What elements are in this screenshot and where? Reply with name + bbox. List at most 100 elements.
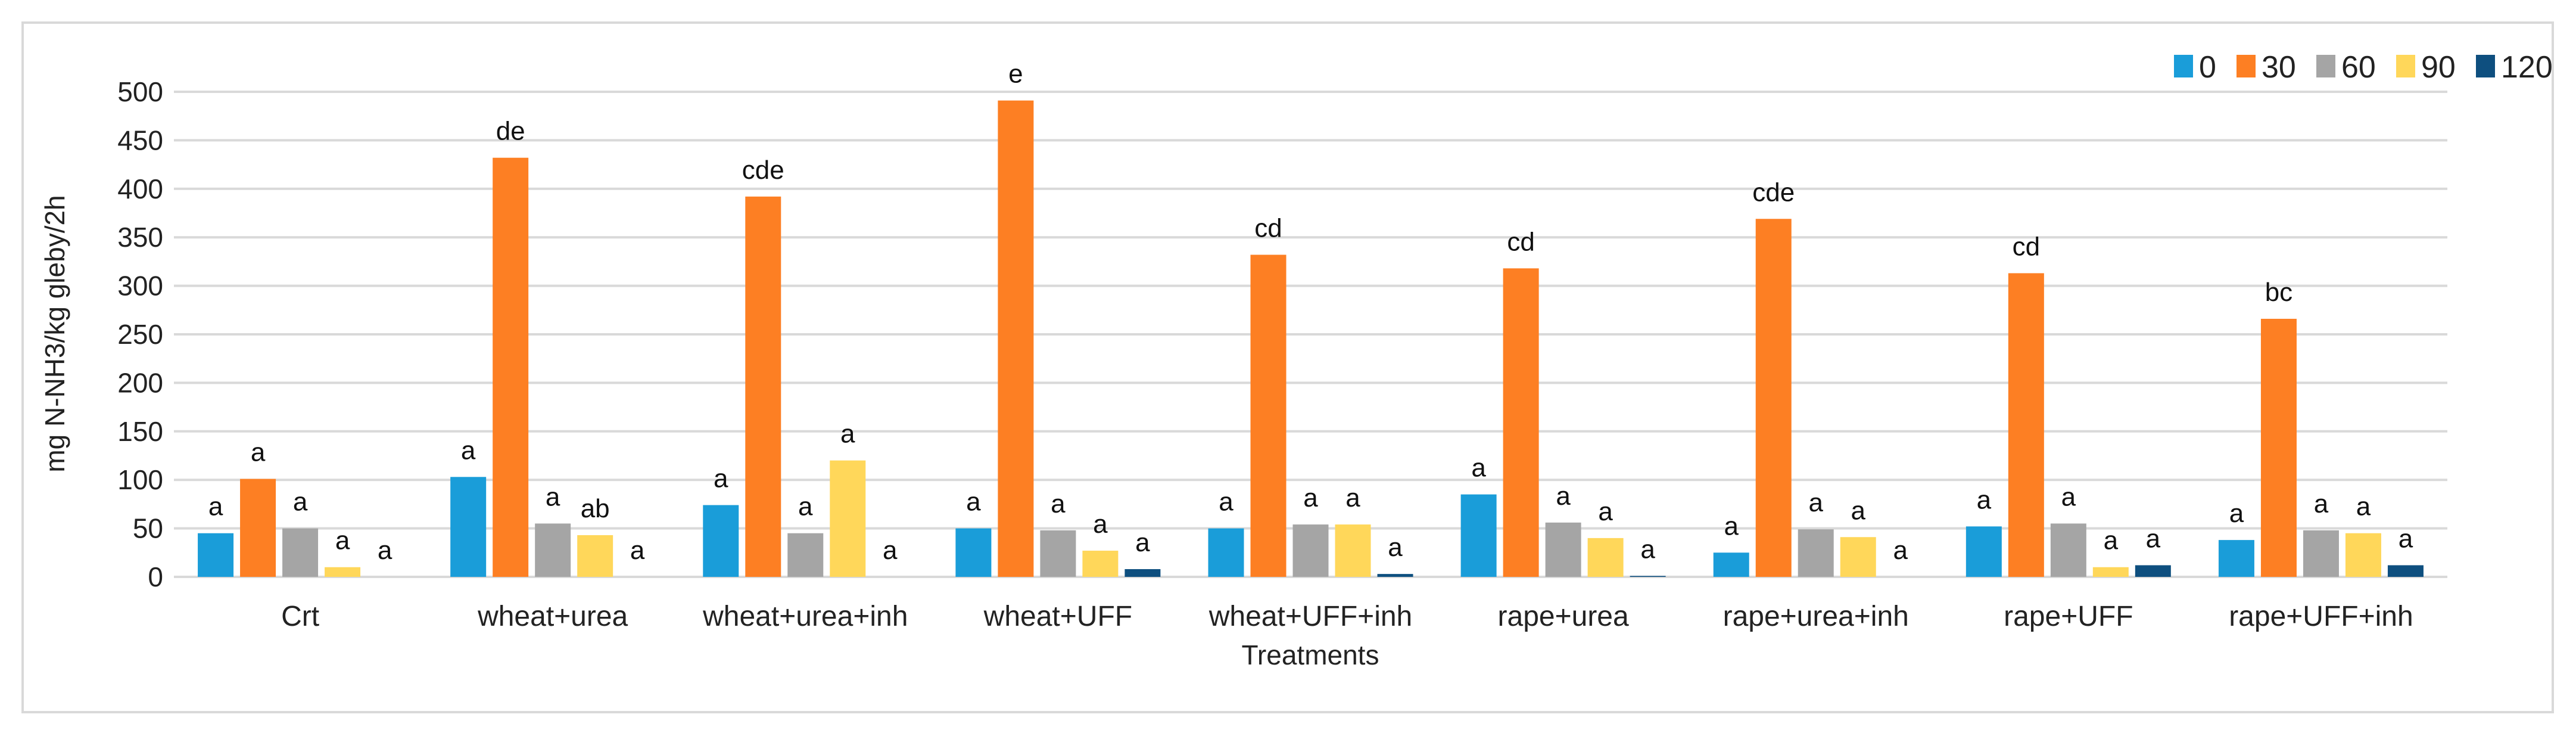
y-tick-label: 200 bbox=[117, 367, 163, 398]
y-tick-label: 50 bbox=[133, 513, 163, 544]
data-label: a bbox=[1051, 489, 1066, 518]
data-label: a bbox=[1471, 454, 1486, 483]
data-label: a bbox=[1640, 535, 1655, 564]
data-label: a bbox=[966, 487, 981, 517]
data-label: a bbox=[2061, 482, 2076, 511]
data-label: a bbox=[1977, 485, 1992, 514]
data-label: cd bbox=[2013, 232, 2040, 261]
bar-30-rape+urea+inh bbox=[1755, 219, 1792, 577]
bar-90-wheat+UFF bbox=[1082, 551, 1119, 577]
data-label: a bbox=[1556, 482, 1571, 511]
x-tick-label: wheat+UFF+inh bbox=[1208, 601, 1413, 632]
data-label: a bbox=[2314, 489, 2329, 518]
data-label: a bbox=[1893, 536, 1908, 565]
y-tick-label: 150 bbox=[117, 416, 163, 447]
bar-60-wheat+UFF+inh bbox=[1292, 524, 1329, 577]
data-label: e bbox=[1008, 60, 1023, 89]
x-tick-label: wheat+urea+inh bbox=[702, 601, 908, 632]
data-label: a bbox=[461, 436, 476, 465]
bar-30-Crt bbox=[240, 479, 276, 577]
bar-60-rape+urea+inh bbox=[1798, 529, 1834, 577]
data-label: a bbox=[2356, 492, 2371, 521]
bar-120-rape+UFF bbox=[2135, 565, 2171, 577]
data-label: a bbox=[714, 464, 728, 493]
y-tick-label: 400 bbox=[117, 173, 163, 204]
bar-0-rape+urea+inh bbox=[1713, 552, 1749, 577]
data-label: a bbox=[251, 438, 266, 467]
data-label: a bbox=[378, 536, 393, 565]
bar-60-rape+UFF bbox=[2050, 523, 2086, 577]
legend-label-90: 90 bbox=[2421, 50, 2456, 85]
data-label: a bbox=[208, 492, 223, 521]
y-tick-label: 250 bbox=[117, 319, 163, 350]
bar-120-rape+UFF+inh bbox=[2387, 565, 2424, 577]
bar-60-wheat+urea bbox=[535, 523, 571, 577]
data-label: a bbox=[1345, 483, 1360, 513]
bar-0-wheat+UFF+inh bbox=[1208, 528, 1244, 577]
bar-90-wheat+UFF+inh bbox=[1335, 524, 1371, 577]
legend-label-30: 30 bbox=[2262, 50, 2296, 85]
bar-0-wheat+urea bbox=[450, 477, 487, 577]
bar-0-rape+UFF bbox=[1966, 526, 2002, 577]
bar-60-rape+urea bbox=[1545, 522, 1581, 577]
data-label: a bbox=[293, 487, 308, 517]
legend-swatch-120 bbox=[2476, 55, 2495, 77]
y-tick-label: 500 bbox=[117, 76, 163, 107]
bar-90-wheat+urea bbox=[577, 535, 613, 577]
y-tick-label: 300 bbox=[117, 271, 163, 302]
bar-90-rape+UFF bbox=[2092, 567, 2129, 577]
bar-120-wheat+UFF+inh bbox=[1377, 574, 1413, 577]
legend-swatch-90 bbox=[2396, 55, 2415, 77]
legend-label-0: 0 bbox=[2199, 50, 2216, 85]
x-tick-label: rape+urea+inh bbox=[1723, 601, 1909, 632]
bar-30-wheat+urea bbox=[493, 157, 529, 577]
data-label: cde bbox=[742, 156, 784, 185]
bar-30-wheat+UFF bbox=[998, 100, 1034, 577]
legend-swatch-30 bbox=[2237, 55, 2256, 77]
data-label: ab bbox=[581, 494, 610, 523]
data-label: a bbox=[798, 492, 813, 521]
data-label: cd bbox=[1507, 227, 1534, 256]
legend-label-120: 120 bbox=[2501, 50, 2553, 85]
bar-30-rape+UFF bbox=[2008, 273, 2044, 577]
x-tick-label: Crt bbox=[281, 601, 319, 632]
bar-90-rape+urea+inh bbox=[1840, 537, 1876, 577]
bar-60-wheat+UFF bbox=[1040, 530, 1076, 577]
bar-30-wheat+urea+inh bbox=[745, 196, 781, 577]
data-label: cde bbox=[1752, 178, 1795, 207]
legend-swatch-60 bbox=[2316, 55, 2335, 77]
bar-90-rape+UFF+inh bbox=[2345, 533, 2381, 577]
bar-30-rape+urea bbox=[1503, 268, 1539, 577]
x-tick-label: rape+UFF+inh bbox=[2229, 601, 2413, 632]
y-tick-label: 450 bbox=[117, 125, 163, 156]
x-tick-label: rape+urea bbox=[1498, 601, 1629, 632]
x-tick-label: wheat+UFF bbox=[983, 601, 1132, 632]
data-label: a bbox=[1598, 497, 1613, 526]
bar-90-rape+urea bbox=[1587, 538, 1624, 577]
bar-90-Crt bbox=[325, 567, 361, 577]
legend-label-60: 60 bbox=[2341, 50, 2376, 85]
bar-0-rape+urea bbox=[1460, 494, 1497, 577]
data-label: a bbox=[1219, 487, 1234, 517]
bar-60-Crt bbox=[282, 528, 319, 577]
x-axis-title: Treatments bbox=[1242, 639, 1379, 670]
bar-30-wheat+UFF+inh bbox=[1250, 254, 1287, 577]
bar-0-wheat+UFF bbox=[955, 528, 992, 577]
data-label: a bbox=[2146, 524, 2161, 553]
bar-90-wheat+urea+inh bbox=[830, 460, 866, 577]
data-label: a bbox=[630, 536, 645, 565]
legend-swatch-0 bbox=[2174, 55, 2193, 77]
data-label: a bbox=[883, 536, 898, 565]
data-label: a bbox=[1388, 533, 1403, 562]
data-label: a bbox=[840, 420, 855, 449]
chart-frame bbox=[21, 21, 2554, 713]
data-label: cd bbox=[1254, 214, 1282, 243]
data-label: a bbox=[2399, 524, 2413, 553]
y-axis-title: mg N-NH3/kg gleby/2h bbox=[39, 195, 70, 472]
bar-120-rape+urea bbox=[1630, 576, 1666, 577]
data-label: a bbox=[335, 526, 350, 555]
data-label: a bbox=[1303, 483, 1318, 513]
y-tick-label: 350 bbox=[117, 222, 163, 253]
x-tick-label: rape+UFF bbox=[2004, 601, 2133, 632]
